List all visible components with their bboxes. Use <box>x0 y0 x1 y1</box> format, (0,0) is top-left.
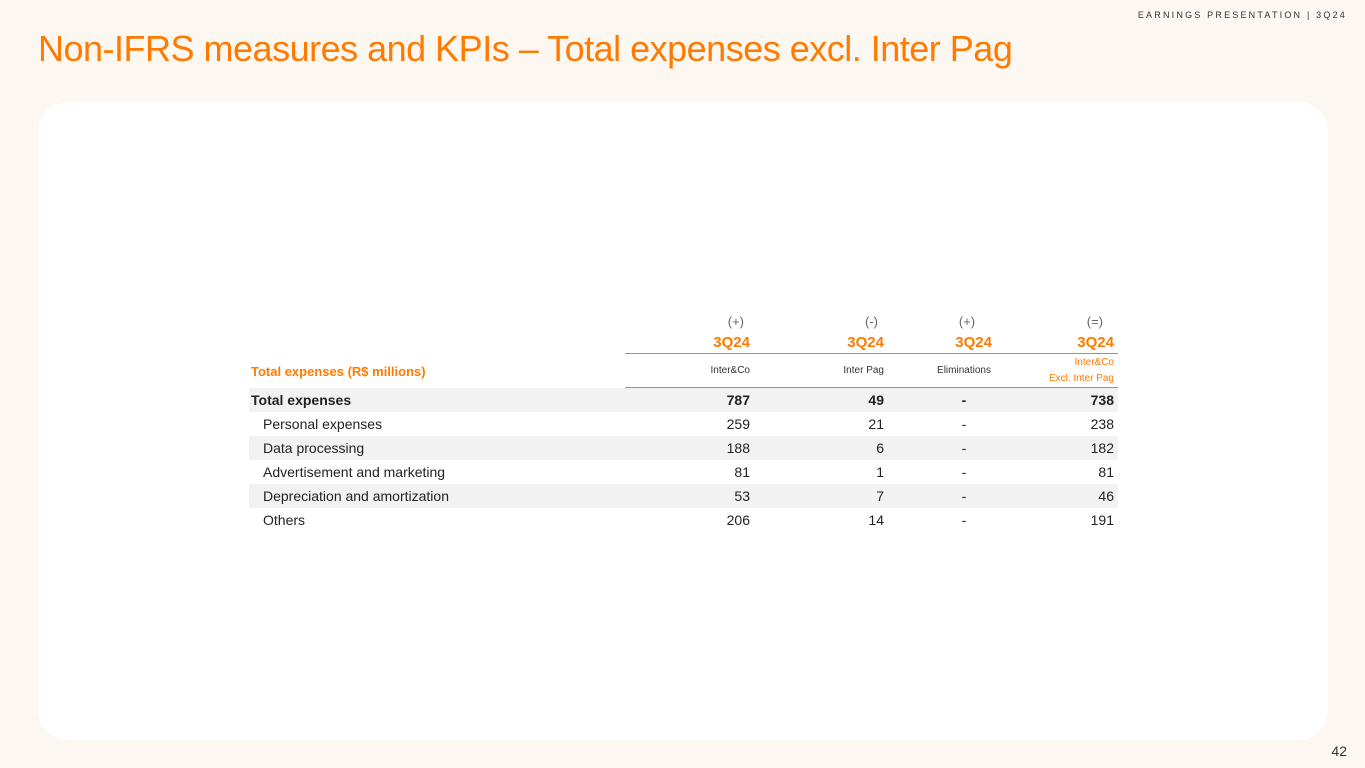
period-intercol: 3Q24 <box>625 332 759 354</box>
column-intercol: Inter&Co <box>625 354 759 388</box>
expenses-table: (+) (-) (+) (=) 3Q24 3Q24 3Q24 3Q24 Tota… <box>249 310 1118 532</box>
table-label-header: Total expenses (R$ millions) <box>251 363 426 379</box>
table-row: Personal expenses 259 21 - 238 <box>263 416 1114 432</box>
period-result: 3Q24 <box>1001 332 1118 354</box>
page-title: Non-IFRS measures and KPIs – Total expen… <box>38 28 1013 69</box>
column-eliminations: Eliminations <box>893 354 1001 388</box>
column-interpag: Inter Pag <box>759 354 893 388</box>
period-eliminations: 3Q24 <box>893 332 1001 354</box>
period-interpag: 3Q24 <box>759 332 893 354</box>
column-result: Inter&Co Excl. Inter Pag <box>1001 354 1118 388</box>
sign-interpag: (-) <box>865 313 878 329</box>
table-row-total: Total expenses 787 49 - 738 <box>249 388 1118 412</box>
sign-result: (=) <box>1086 313 1103 329</box>
sign-eliminations: (+) <box>958 313 976 329</box>
table-row: Data processing 188 6 - 182 <box>249 436 1118 460</box>
sign-intercol: (+) <box>727 313 744 329</box>
content-card: (+) (-) (+) (=) 3Q24 3Q24 3Q24 3Q24 Tota… <box>38 102 1328 740</box>
table-period-row: 3Q24 3Q24 3Q24 3Q24 <box>249 332 1118 354</box>
table-row: Depreciation and amortization 53 7 - 46 <box>249 484 1118 508</box>
table-row: Advertisement and marketing 81 1 - 81 <box>263 464 1114 480</box>
table-column-header-row: Total expenses (R$ millions) Inter&Co In… <box>249 354 1118 388</box>
table-sign-row: (+) (-) (+) (=) <box>249 310 1118 332</box>
table-row: Others 206 14 - 191 <box>263 512 1114 528</box>
page-number: 42 <box>1331 743 1347 759</box>
presentation-tag: EARNINGS PRESENTATION | 3Q24 <box>1137 10 1347 20</box>
